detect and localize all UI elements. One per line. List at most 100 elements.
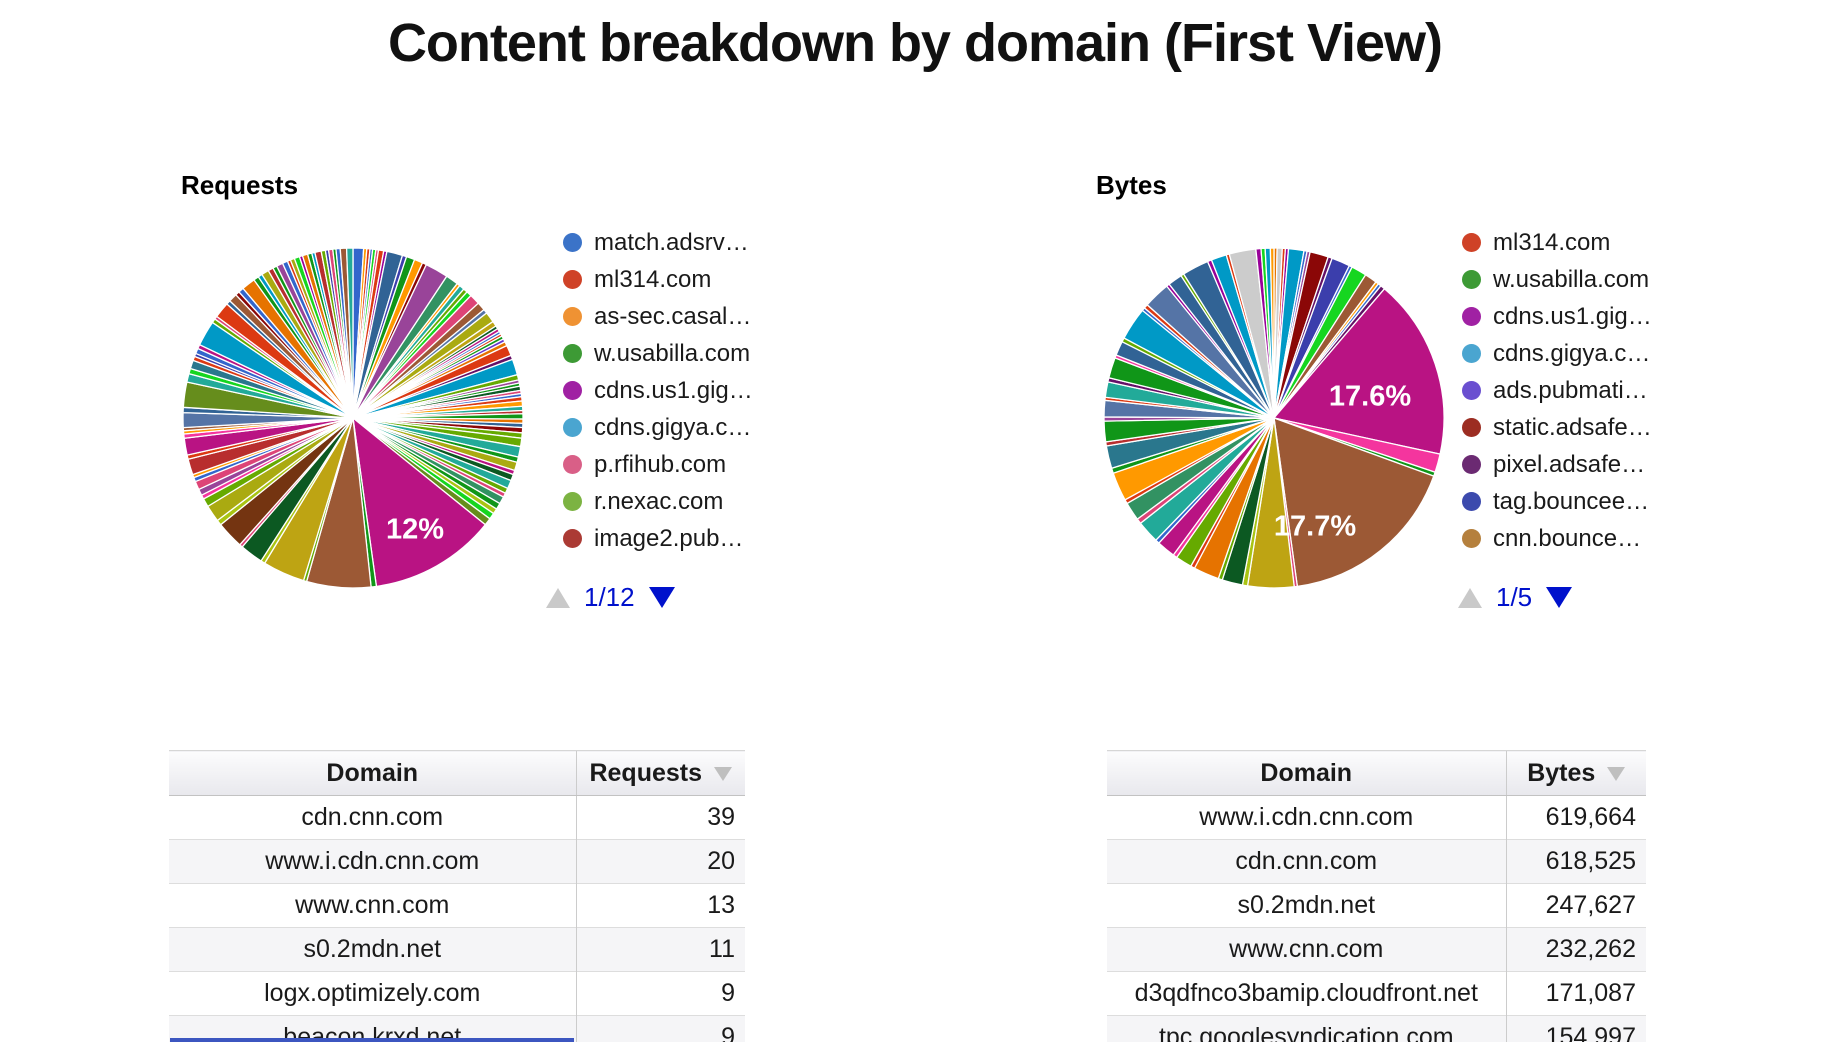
bytes-table: Domain Bytes www.i.cdn.cnn.com 619,664 cdn… — [1107, 750, 1646, 1042]
legend-label: as-sec.casal… — [594, 302, 752, 330]
legend-item: cdns.gigya.c… — [563, 409, 753, 446]
legend-label: w.usabilla.com — [1493, 265, 1650, 293]
legend-item: w.usabilla.com — [1462, 261, 1652, 298]
legend-swatch-icon — [1462, 418, 1481, 437]
legend-label: w.usabilla.com — [594, 339, 751, 367]
legend-swatch-icon — [563, 529, 582, 548]
legend-label: cdns.gigya.c… — [594, 413, 752, 441]
domain-cell: www.i.cdn.cnn.com — [1107, 795, 1506, 840]
legend-label: tag.bouncee… — [1493, 487, 1650, 515]
legend-label: cdns.us1.gig… — [1493, 302, 1652, 330]
value-cell: 232,262 — [1505, 927, 1646, 972]
table-row: www.i.cdn.cnn.com 619,664 — [1107, 795, 1646, 840]
requests-pie-chart[interactable] — [181, 246, 525, 590]
pie-slice[interactable] — [1273, 417, 1435, 588]
legend-label: ml314.com — [1493, 228, 1611, 256]
domain-column-header[interactable]: Domain — [1107, 750, 1506, 796]
domain-cell: logx.optimizely.com — [169, 971, 576, 1016]
legend-item: w.usabilla.com — [563, 335, 753, 372]
legend-label: cnn.bounce… — [1493, 524, 1642, 552]
legend-item: ml314.com — [563, 261, 753, 298]
value-cell: 13 — [575, 883, 745, 928]
value-cell: 247,627 — [1505, 883, 1646, 928]
legend-item: match.adsrv… — [563, 224, 753, 261]
domain-cell: www.cnn.com — [1107, 927, 1506, 972]
legend-item: pixel.adsafe… — [1462, 446, 1652, 483]
legend-swatch-icon — [1462, 455, 1481, 474]
pie-slice[interactable] — [345, 247, 354, 419]
pie-slice[interactable] — [1269, 247, 1275, 419]
pie-percentage-label: 17.7% — [1273, 510, 1357, 543]
value-cell: 171,087 — [1505, 971, 1646, 1016]
table-row: d3qdfnco3bamip.cloudfront.net 171,087 — [1107, 971, 1646, 1016]
column-header-label: Bytes — [1527, 758, 1596, 787]
legend-item: ads.pubmati… — [1462, 372, 1652, 409]
domain-cell: s0.2mdn.net — [1107, 883, 1506, 928]
domain-cell: cdn.cnn.com — [169, 795, 576, 840]
legend-next-button[interactable] — [1546, 587, 1573, 608]
requests-table: Domain Requests cdn.cnn.com 39 www.i.cdn.c… — [169, 750, 745, 1042]
value-cell: 618,525 — [1505, 839, 1646, 884]
legend-label: ml314.com — [594, 265, 712, 293]
value-cell: 154,997 — [1505, 1015, 1646, 1042]
sort-desc-icon — [714, 766, 733, 781]
table-row: beacon.krxd.net 9 — [169, 1015, 745, 1042]
legend-label: static.adsafe… — [1493, 413, 1652, 441]
table-row: tpc.googlesyndication.com 154,997 — [1107, 1015, 1646, 1042]
legend-label: match.adsrv… — [594, 228, 749, 256]
table-row: logx.optimizely.com 9 — [169, 971, 745, 1016]
value-cell: 11 — [575, 927, 745, 972]
legend-item: tag.bouncee… — [1462, 483, 1652, 520]
legend-item: image2.pub… — [563, 520, 753, 557]
legend-label: image2.pub… — [594, 524, 744, 552]
domain-cell: www.cnn.com — [169, 883, 576, 928]
legend-swatch-icon — [563, 381, 582, 400]
legend-item: cdns.us1.gig… — [1462, 298, 1652, 335]
legend-swatch-icon — [563, 344, 582, 363]
domain-column-header[interactable]: Domain — [169, 750, 576, 796]
clipped-table-row — [170, 1038, 574, 1042]
legend-swatch-icon — [563, 492, 582, 511]
bytes-chart-title: Bytes — [1096, 170, 1167, 200]
legend-label: ads.pubmati… — [1493, 376, 1648, 404]
page-title: Content breakdown by domain (First View) — [387, 13, 1443, 73]
legend-page-indicator: 1/5 — [1496, 582, 1533, 612]
legend-swatch-icon — [1462, 307, 1481, 326]
table-row: www.cnn.com 232,262 — [1107, 927, 1646, 972]
legend-swatch-icon — [563, 455, 582, 474]
legend-item: ml314.com — [1462, 224, 1652, 261]
table-row: cdn.cnn.com 39 — [169, 795, 745, 840]
column-header-label: Domain — [1260, 758, 1353, 787]
table-header-row: Domain Requests — [169, 750, 745, 796]
legend-swatch-icon — [1462, 529, 1481, 548]
legend-label: cdns.us1.gig… — [594, 376, 753, 404]
value-cell: 9 — [575, 971, 745, 1016]
domain-cell: s0.2mdn.net — [169, 927, 576, 972]
bytes-column-header[interactable]: Bytes — [1505, 750, 1646, 796]
legend-page-indicator: 1/12 — [584, 582, 635, 612]
pie-percentage-label: 17.6% — [1328, 380, 1412, 413]
pie-slice[interactable] — [352, 416, 487, 588]
domain-cell: beacon.krxd.net — [169, 1015, 576, 1042]
domain-cell: cdn.cnn.com — [1107, 839, 1506, 884]
legend-label: r.nexac.com — [594, 487, 724, 515]
legend-item: cdns.us1.gig… — [563, 372, 753, 409]
legend-next-button[interactable] — [648, 587, 675, 608]
legend-swatch-icon — [1462, 344, 1481, 363]
sort-desc-icon — [1607, 766, 1626, 781]
column-header-label: Domain — [326, 758, 419, 787]
requests-column-header[interactable]: Requests — [575, 750, 745, 796]
bytes-pie-legend: ml314.com w.usabilla.com cdns.us1.gig… cdns… — [1462, 224, 1652, 557]
legend-label: p.rfihub.com — [594, 450, 727, 478]
legend-item: p.rfihub.com — [563, 446, 753, 483]
bytes-pie-chart[interactable] — [1102, 246, 1446, 590]
value-cell: 20 — [575, 839, 745, 884]
bytes-legend-pager: 1/5 — [1458, 582, 1573, 613]
legend-item: cnn.bounce… — [1462, 520, 1652, 557]
pie-slice[interactable] — [1272, 287, 1445, 455]
requests-chart-title: Requests — [181, 170, 299, 200]
column-header-label: Requests — [589, 758, 703, 787]
legend-prev-button — [546, 587, 570, 608]
legend-item: cdns.gigya.c… — [1462, 335, 1652, 372]
value-cell: 39 — [575, 795, 745, 840]
